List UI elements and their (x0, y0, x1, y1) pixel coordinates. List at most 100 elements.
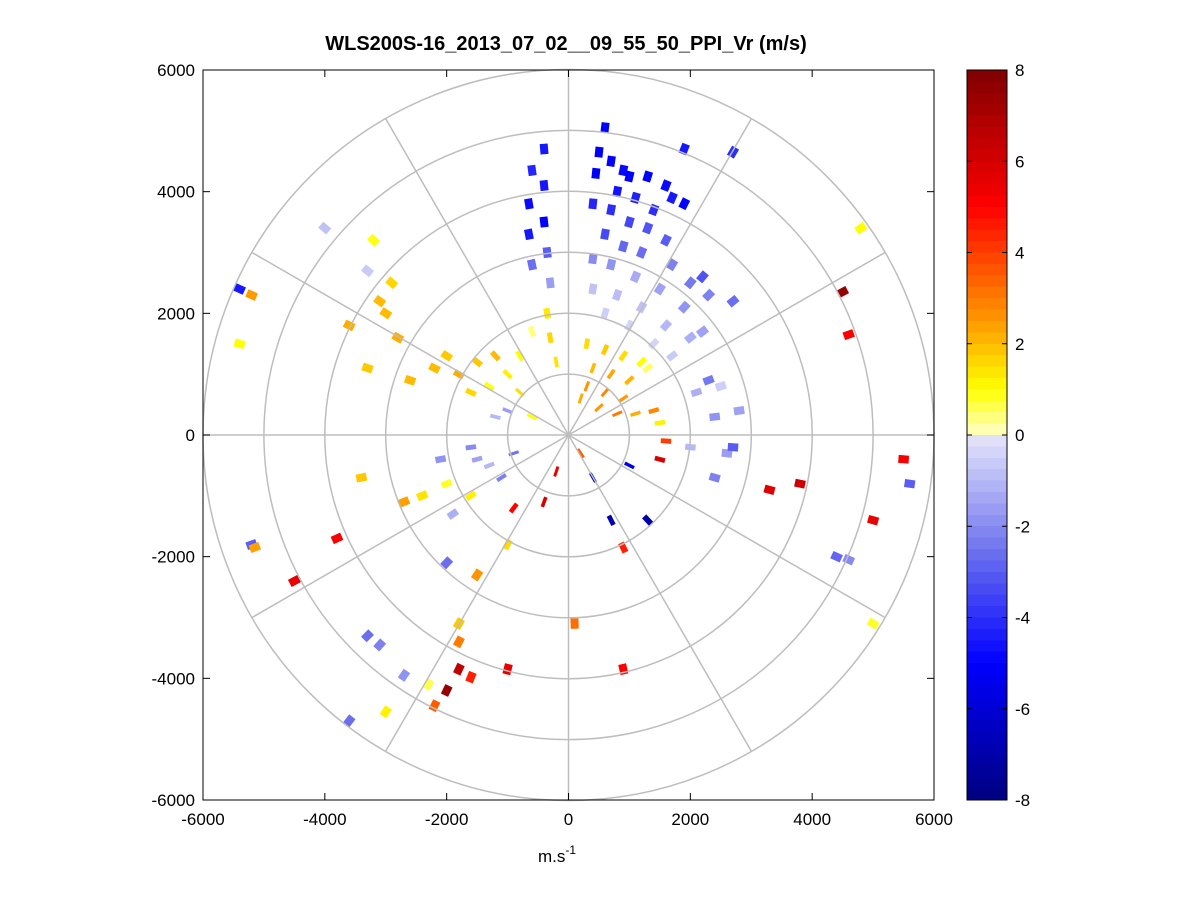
velocity-cell (523, 228, 534, 241)
velocity-cell (440, 349, 454, 362)
velocity-cell (539, 216, 549, 228)
velocity-cell (422, 677, 435, 691)
velocity-cell (440, 478, 453, 489)
colorbar-tick-label: -6 (1015, 700, 1030, 719)
azimuth-spoke (251, 251, 569, 436)
velocity-cell (464, 490, 477, 501)
velocity-cell (553, 466, 560, 477)
velocity-cell (502, 369, 513, 380)
velocity-cell (489, 413, 501, 420)
velocity-cell (471, 455, 483, 463)
velocity-cell (866, 617, 880, 630)
velocity-cell (591, 167, 601, 179)
velocity-cell (588, 283, 598, 295)
velocity-cell (636, 356, 648, 368)
velocity-cell (440, 556, 454, 570)
azimuth-spoke (567, 434, 752, 752)
azimuth-spoke (385, 118, 570, 436)
velocity-cell (515, 350, 525, 362)
velocity-cell (588, 198, 598, 210)
x-tick-label: 2000 (671, 810, 709, 829)
azimuth-spokes (203, 70, 934, 800)
velocity-cell (428, 699, 441, 713)
velocity-cell (867, 514, 880, 526)
velocity-cell (583, 380, 591, 392)
velocity-cell (642, 170, 654, 183)
velocity-cell (373, 638, 387, 652)
velocity-cell (666, 191, 678, 205)
velocity-cell (624, 375, 635, 386)
velocity-cell (367, 233, 381, 247)
x-tick-label: -4000 (303, 810, 346, 829)
velocity-cell (373, 294, 387, 308)
velocity-cell (600, 387, 610, 398)
velocity-cell (502, 407, 514, 415)
x-tick-label: 0 (564, 810, 573, 829)
velocity-cell (660, 438, 672, 444)
velocity-cell (594, 146, 604, 158)
velocity-cell (539, 143, 549, 155)
velocity-cell (428, 362, 441, 374)
azimuth-spoke (567, 118, 752, 436)
velocity-cell (630, 410, 642, 417)
y-tick-label: -2000 (152, 548, 195, 567)
colorbar-tick-label: 6 (1015, 152, 1024, 171)
velocity-cell (397, 496, 411, 508)
x-tick-label: -6000 (181, 810, 224, 829)
velocity-cell (903, 479, 916, 489)
velocity-cell (577, 393, 584, 404)
colorbar-ticks: 8 6 4 2 0 -2 -4 -6 -8 (967, 61, 1030, 810)
velocity-cell (465, 670, 477, 684)
velocity-cell (471, 356, 484, 368)
colorbar-tick-label: 0 (1015, 426, 1024, 445)
velocity-cell (589, 362, 597, 374)
y-tick-label: 6000 (157, 61, 195, 80)
velocity-cell (318, 221, 332, 235)
velocity-cell (594, 403, 604, 413)
velocity-cell (606, 514, 616, 527)
velocity-cell (588, 252, 598, 265)
velocity-cell (545, 277, 555, 289)
x-axis: -6000 -4000 -2000 0 2000 4000 6000 (181, 70, 953, 829)
velocity-cell (654, 419, 666, 426)
velocity-cell (726, 294, 740, 308)
velocity-cell (526, 413, 538, 421)
velocity-cell (446, 508, 460, 520)
velocity-cell (612, 185, 623, 198)
velocity-cell (648, 407, 660, 415)
velocity-cell (355, 472, 368, 483)
velocity-cell (660, 233, 672, 247)
y-axis: -6000 -4000 -2000 0 2000 4000 6000 (152, 61, 934, 810)
colorbar-tick-label: 2 (1015, 335, 1024, 354)
x-tick-label: 4000 (793, 810, 831, 829)
x-tick-label: -2000 (425, 810, 468, 829)
velocity-cell (696, 270, 709, 284)
velocity-cell (403, 374, 417, 386)
velocity-cell (618, 350, 629, 362)
velocity-cell (539, 179, 549, 192)
y-tick-label: 0 (186, 426, 195, 445)
velocity-cell (666, 350, 679, 362)
velocity-cell (709, 412, 721, 422)
velocity-cell (570, 618, 579, 629)
velocity-cell (623, 461, 635, 470)
colorbar-tick-label: -2 (1015, 517, 1030, 536)
velocity-cell (647, 337, 660, 350)
azimuth-spoke (385, 434, 570, 752)
colorbar (966, 69, 1008, 801)
velocity-cell (508, 502, 519, 514)
velocity-cell (606, 203, 617, 216)
velocity-cell (397, 668, 411, 682)
velocity-cell (648, 203, 660, 217)
velocity-cell (618, 240, 629, 253)
velocity-cell (576, 448, 585, 459)
velocity-cell (470, 568, 484, 582)
azimuth-spoke (251, 434, 569, 619)
velocity-cell (642, 362, 654, 374)
velocity-cell (489, 350, 501, 362)
velocity-cell (635, 246, 648, 259)
y-tick-label: 4000 (157, 183, 195, 202)
velocity-cell (342, 319, 356, 332)
velocity-cell (452, 635, 465, 649)
velocity-cell (440, 684, 453, 697)
